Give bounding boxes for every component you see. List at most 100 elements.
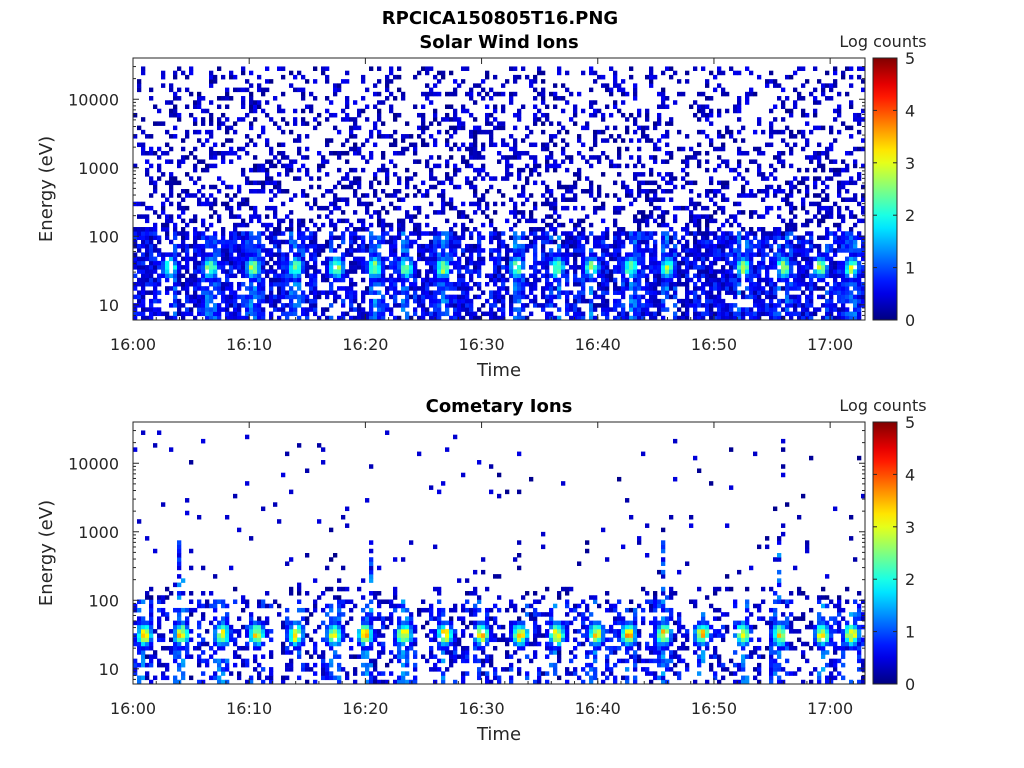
heatmap-cell (237, 155, 242, 160)
heatmap-cell (385, 87, 390, 93)
heatmap-cell (673, 294, 678, 300)
heatmap-cell (665, 277, 670, 283)
heatmap-cell (233, 214, 238, 219)
heatmap-cell (605, 281, 610, 287)
heatmap-cell (845, 66, 850, 71)
heatmap-cell (337, 150, 342, 156)
heatmap-cell (529, 286, 534, 291)
heatmap-cell (373, 277, 378, 283)
heatmap-cell (381, 256, 386, 262)
heatmap-cell (197, 189, 202, 194)
heatmap-cell (565, 205, 570, 211)
heatmap-cell (773, 239, 778, 245)
heatmap-cell (629, 231, 634, 236)
heatmap-cell (549, 201, 554, 207)
heatmap-cell (329, 239, 334, 245)
heatmap-cell (693, 248, 698, 253)
heatmap-cell (317, 121, 322, 126)
heatmap-cell (425, 281, 430, 287)
heatmap-cell (181, 243, 186, 249)
heatmap-cell (601, 277, 606, 283)
heatmap-cell (549, 155, 554, 160)
heatmap-cell (637, 311, 642, 317)
heatmap-cell (845, 286, 850, 291)
heatmap-cell (837, 311, 842, 317)
heatmap-cell (685, 298, 690, 304)
heatmap-cell (577, 290, 582, 295)
heatmap-cell (521, 150, 526, 156)
heatmap-cell (393, 243, 398, 249)
heatmap-cell (265, 176, 270, 181)
heatmap-cell (781, 218, 786, 224)
heatmap-cell (725, 197, 730, 202)
heatmap-cell (153, 248, 158, 253)
heatmap-cell (217, 96, 222, 101)
heatmap-cell (153, 277, 158, 283)
heatmap-cell (633, 239, 638, 245)
heatmap-cell (533, 294, 538, 300)
heatmap-cell (533, 142, 538, 148)
heatmap-cell (257, 294, 262, 300)
heatmap-cell (429, 121, 434, 126)
heatmap-cell (677, 265, 682, 270)
heatmap-cell (521, 273, 526, 279)
heatmap-cell (849, 269, 854, 274)
heatmap-cell (485, 205, 490, 211)
heatmap-cell (857, 260, 862, 266)
heatmap-cell (461, 142, 466, 148)
heatmap-cell (221, 227, 226, 232)
heatmap-cell (553, 269, 558, 274)
heatmap-cell (333, 222, 338, 228)
heatmap-cell (293, 176, 298, 181)
heatmap-cell (813, 281, 818, 287)
heatmap-cell (777, 96, 782, 101)
heatmap-cell (453, 298, 458, 304)
heatmap-cell (309, 176, 314, 181)
heatmap-cell (345, 252, 350, 257)
heatmap-cell (613, 248, 618, 253)
heatmap-cell (361, 290, 366, 295)
heatmap-cell (541, 79, 546, 84)
heatmap-cell (681, 91, 686, 97)
heatmap-cell (565, 70, 570, 76)
heatmap-cell (745, 260, 750, 266)
heatmap-cell (521, 210, 526, 215)
heatmap-cell (145, 205, 150, 211)
heatmap-cell (197, 243, 202, 249)
heatmap-cell (513, 307, 518, 312)
heatmap-cell (277, 142, 282, 148)
heatmap-cell (689, 290, 694, 295)
heatmap-cell (745, 265, 750, 270)
heatmap-cell (461, 155, 466, 160)
heatmap-cell (649, 66, 654, 71)
heatmap-cell (813, 150, 818, 156)
heatmap-cell (585, 273, 590, 279)
heatmap-cell (629, 307, 634, 312)
heatmap-cell (241, 239, 246, 245)
heatmap-cell (237, 281, 242, 287)
heatmap-cell (377, 108, 382, 114)
heatmap-cell (209, 222, 214, 228)
heatmap-cell (353, 180, 358, 186)
heatmap-cell (205, 273, 210, 279)
heatmap-cell (485, 112, 490, 118)
heatmap-cell (561, 269, 566, 274)
heatmap-cell (337, 273, 342, 279)
heatmap-cell (837, 290, 842, 295)
heatmap-cell (297, 138, 302, 143)
heatmap-cell (681, 243, 686, 249)
heatmap-cell (289, 70, 294, 76)
heatmap-cell (313, 252, 318, 257)
heatmap-cell (573, 273, 578, 279)
heatmap-cell (509, 227, 514, 232)
heatmap-cell (737, 201, 742, 207)
heatmap-cell (145, 256, 150, 262)
heatmap-cell (785, 277, 790, 283)
heatmap-cell (229, 70, 234, 76)
heatmap-cell (185, 189, 190, 194)
heatmap-cell (229, 150, 234, 156)
heatmap-cell (517, 172, 522, 177)
heatmap-cell (545, 281, 550, 287)
heatmap-cell (769, 134, 774, 139)
heatmap-cell (697, 129, 702, 135)
